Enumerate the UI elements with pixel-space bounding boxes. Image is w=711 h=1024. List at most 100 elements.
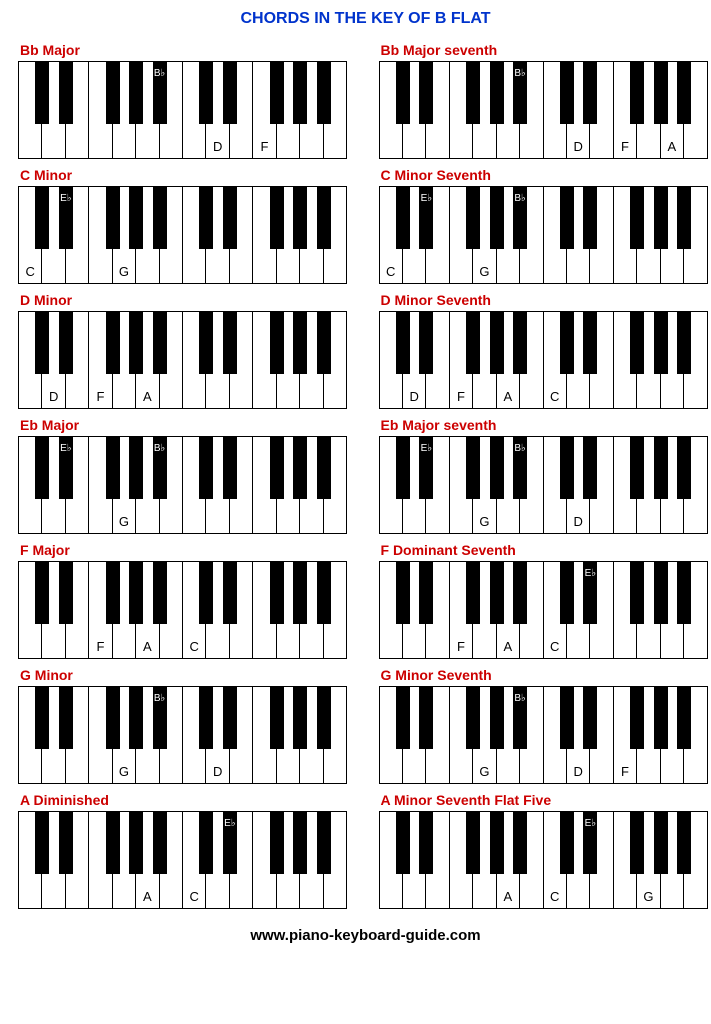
black-key — [35, 687, 49, 749]
black-key: B♭ — [153, 437, 167, 499]
key-label: G — [113, 514, 135, 529]
piano-keyboard: GDFB♭ — [379, 686, 708, 784]
black-key — [466, 187, 480, 249]
black-key — [630, 687, 644, 749]
black-key — [317, 62, 331, 124]
black-key: B♭ — [153, 62, 167, 124]
chord-name: D Minor — [20, 292, 353, 308]
black-key — [106, 187, 120, 249]
piano-keyboard: DFB♭ — [18, 61, 347, 159]
black-key — [293, 562, 307, 624]
black-key — [396, 62, 410, 124]
page-title: CHORDS IN THE KEY OF B FLAT — [10, 10, 711, 28]
chord-name: G Minor Seventh — [381, 667, 711, 683]
black-key — [129, 687, 143, 749]
black-key — [490, 687, 504, 749]
black-key — [513, 312, 527, 374]
black-key — [677, 62, 691, 124]
black-key — [270, 62, 284, 124]
black-key — [466, 62, 480, 124]
key-label: E♭ — [223, 818, 237, 829]
key-label: C — [19, 264, 41, 279]
black-key — [419, 62, 433, 124]
black-key — [270, 437, 284, 499]
key-label: E♭ — [583, 818, 597, 829]
black-key — [59, 62, 73, 124]
key-label: D — [567, 764, 589, 779]
black-key — [583, 687, 597, 749]
key-label: D — [42, 389, 64, 404]
piano-keyboard: ACGE♭ — [379, 811, 708, 909]
chord-name: A Minor Seventh Flat Five — [381, 792, 711, 808]
key-label: E♭ — [59, 193, 73, 204]
black-key — [153, 562, 167, 624]
black-key — [560, 187, 574, 249]
black-key — [153, 187, 167, 249]
black-key: E♭ — [59, 437, 73, 499]
black-key — [396, 437, 410, 499]
chord-name: D Minor Seventh — [381, 292, 711, 308]
black-key — [466, 812, 480, 874]
black-key — [153, 312, 167, 374]
chord-cell: Bb MajorDFB♭ — [18, 40, 353, 159]
black-key — [223, 562, 237, 624]
key-label: A — [136, 889, 158, 904]
black-key — [583, 62, 597, 124]
chord-cell: F Dominant SeventhFACE♭ — [379, 540, 711, 659]
black-key — [106, 687, 120, 749]
black-key — [630, 187, 644, 249]
chord-cell: G MinorGDB♭ — [18, 665, 353, 784]
black-key — [677, 312, 691, 374]
black-key — [317, 187, 331, 249]
chord-name: C Minor — [20, 167, 353, 183]
chord-cell: D Minor Seventh DFAC — [379, 290, 711, 409]
key-label: C — [183, 889, 205, 904]
black-key — [199, 562, 213, 624]
piano-keyboard: FAC — [18, 561, 347, 659]
key-label: G — [637, 889, 659, 904]
black-key — [654, 812, 668, 874]
black-key — [35, 187, 49, 249]
key-label: A — [497, 389, 519, 404]
black-key — [129, 62, 143, 124]
chord-cell: C Minor SeventhCGE♭B♭ — [379, 165, 711, 284]
black-key — [270, 562, 284, 624]
black-key — [396, 687, 410, 749]
black-key — [396, 312, 410, 374]
black-key — [59, 687, 73, 749]
key-label: G — [113, 764, 135, 779]
black-key — [317, 687, 331, 749]
black-key — [317, 812, 331, 874]
piano-keyboard: DFA — [18, 311, 347, 409]
black-key — [59, 312, 73, 374]
piano-keyboard: DFAC — [379, 311, 708, 409]
key-label: B♭ — [513, 68, 527, 79]
key-label: A — [136, 389, 158, 404]
key-label: E♭ — [419, 443, 433, 454]
black-key — [654, 62, 668, 124]
black-key — [270, 312, 284, 374]
black-key — [466, 312, 480, 374]
black-key — [677, 687, 691, 749]
black-key — [560, 562, 574, 624]
key-label: E♭ — [59, 443, 73, 454]
chord-name: C Minor Seventh — [381, 167, 711, 183]
key-label: F — [89, 639, 111, 654]
key-label: D — [403, 389, 425, 404]
black-key — [677, 562, 691, 624]
footer-url: www.piano-keyboard-guide.com — [10, 927, 711, 944]
chord-cell: C MinorCGE♭ — [18, 165, 353, 284]
key-label: C — [544, 889, 566, 904]
black-key — [630, 437, 644, 499]
black-key — [35, 312, 49, 374]
key-label: B♭ — [513, 193, 527, 204]
chord-name: Eb Major — [20, 417, 353, 433]
key-label: C — [544, 639, 566, 654]
black-key — [419, 562, 433, 624]
chord-name: Bb Major seventh — [381, 42, 711, 58]
black-key — [583, 437, 597, 499]
black-key: B♭ — [513, 187, 527, 249]
black-key — [654, 562, 668, 624]
black-key — [59, 562, 73, 624]
key-label: F — [614, 139, 636, 154]
